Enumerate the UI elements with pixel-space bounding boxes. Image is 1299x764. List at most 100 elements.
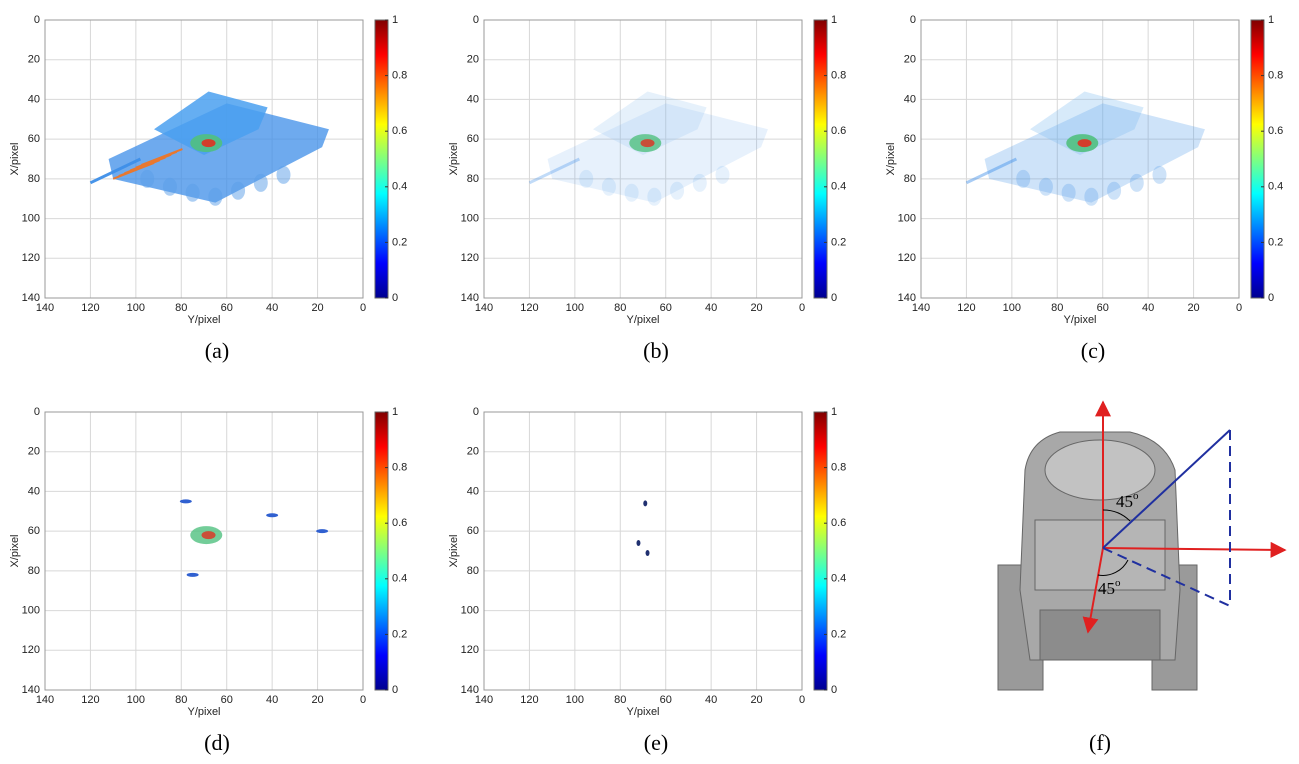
colorbar-tick-label: 0.6	[392, 125, 407, 137]
y-tick-label: 0	[34, 406, 40, 418]
colorbar-tick-label: 0.8	[831, 462, 846, 474]
colorbar-tick-label: 0.6	[1268, 125, 1283, 137]
y-tick-label: 0	[910, 14, 916, 26]
x-tick-label: 120	[520, 694, 538, 706]
tank-wheel	[625, 184, 639, 202]
tank-wheel	[1153, 166, 1167, 184]
x-tick-label: 40	[266, 694, 278, 706]
colorbar-tick-label: 1	[392, 14, 398, 26]
panel: 140120100806040200020406080100120140Y/pi…	[9, 14, 407, 363]
caption: (f)	[1089, 730, 1111, 755]
tank-wheel	[579, 170, 593, 188]
colorbar-tick-label: 0.2	[392, 628, 407, 640]
colorbar-tick-label: 0.8	[392, 70, 407, 82]
x-tick-label: 100	[566, 694, 584, 706]
x-tick-label: 20	[750, 302, 762, 314]
x-axis-label: Y/pixel	[187, 314, 220, 326]
colorbar-tick-label: 0.4	[831, 573, 846, 585]
y-tick-label: 20	[904, 54, 916, 66]
y-tick-label: 60	[28, 133, 40, 145]
y-tick-label: 60	[467, 525, 479, 537]
tank-wheel	[254, 174, 268, 192]
x-axis-label: Y/pixel	[626, 706, 659, 718]
x-tick-label: 20	[750, 694, 762, 706]
colorbar-tick-label: 0	[1268, 292, 1274, 304]
x-tick-label: 120	[520, 302, 538, 314]
y-tick-label: 60	[467, 133, 479, 145]
y-axis-label: X/pixel	[9, 534, 21, 567]
x-tick-label: 120	[81, 302, 99, 314]
colorbar-tick-label: 0.2	[1268, 236, 1283, 248]
x-tick-label: 100	[127, 302, 145, 314]
y-tick-label: 20	[28, 54, 40, 66]
y-tick-label: 120	[898, 252, 916, 264]
y-tick-label: 40	[28, 485, 40, 497]
y-tick-label: 100	[461, 212, 479, 224]
y-tick-label: 80	[904, 173, 916, 185]
caption: (e)	[644, 730, 668, 755]
hot-spot	[1078, 139, 1092, 147]
y-tick-label: 20	[28, 446, 40, 458]
y-tick-label: 100	[22, 604, 40, 616]
x-tick-label: 0	[1236, 302, 1242, 314]
x-tick-label: 40	[266, 302, 278, 314]
colorbar	[375, 412, 388, 690]
y-tick-label: 40	[467, 93, 479, 105]
tank-wheel	[140, 170, 154, 188]
tank-wheel	[163, 178, 177, 196]
caption: (c)	[1081, 338, 1105, 363]
colorbar-tick-label: 0.4	[392, 573, 407, 585]
y-tick-label: 140	[461, 292, 479, 304]
colorbar-tick-label: 0.6	[831, 125, 846, 137]
spot	[187, 573, 199, 577]
y-tick-label: 120	[461, 252, 479, 264]
x-tick-label: 60	[221, 694, 233, 706]
colorbar	[375, 20, 388, 298]
x-axis-label: Y/pixel	[1063, 314, 1096, 326]
y-tick-label: 60	[28, 525, 40, 537]
plot-frame	[45, 412, 363, 690]
x-tick-label: 60	[660, 694, 672, 706]
x-axis-label: Y/pixel	[187, 706, 220, 718]
y-tick-label: 40	[467, 485, 479, 497]
tank-wheel	[693, 174, 707, 192]
colorbar-tick-label: 0.6	[392, 517, 407, 529]
y-tick-label: 80	[467, 173, 479, 185]
colorbar-tick-label: 0.2	[831, 236, 846, 248]
x-tick-label: 20	[1187, 302, 1199, 314]
y-tick-label: 80	[28, 173, 40, 185]
panel: 140120100806040200020406080100120140Y/pi…	[885, 14, 1283, 363]
y-tick-label: 0	[473, 14, 479, 26]
y-axis-label: X/pixel	[9, 142, 21, 175]
colorbar-tick-label: 0.8	[831, 70, 846, 82]
colorbar-tick-label: 1	[831, 14, 837, 26]
tank-wheel	[1130, 174, 1144, 192]
y-tick-label: 80	[28, 565, 40, 577]
y-tick-label: 40	[904, 93, 916, 105]
spot	[646, 550, 650, 556]
y-axis-label: X/pixel	[885, 142, 897, 175]
tank-wheel	[670, 182, 684, 200]
tank-wheel	[1016, 170, 1030, 188]
spot	[316, 529, 328, 533]
x-tick-label: 0	[360, 694, 366, 706]
y-tick-label: 100	[898, 212, 916, 224]
x-tick-label: 40	[705, 694, 717, 706]
caption: (b)	[643, 338, 669, 363]
y-tick-label: 120	[22, 252, 40, 264]
tank-wheel	[647, 188, 661, 206]
y-tick-label: 20	[467, 54, 479, 66]
caption: (a)	[205, 338, 229, 363]
x-tick-label: 100	[127, 694, 145, 706]
tank-model	[998, 432, 1197, 690]
colorbar-tick-label: 1	[831, 406, 837, 418]
colorbar	[1251, 20, 1264, 298]
x-tick-label: 20	[311, 694, 323, 706]
x-tick-label: 100	[1003, 302, 1021, 314]
hot-spot	[202, 531, 216, 539]
y-tick-label: 60	[904, 133, 916, 145]
x-tick-label: 40	[1142, 302, 1154, 314]
colorbar-tick-label: 0.8	[392, 462, 407, 474]
